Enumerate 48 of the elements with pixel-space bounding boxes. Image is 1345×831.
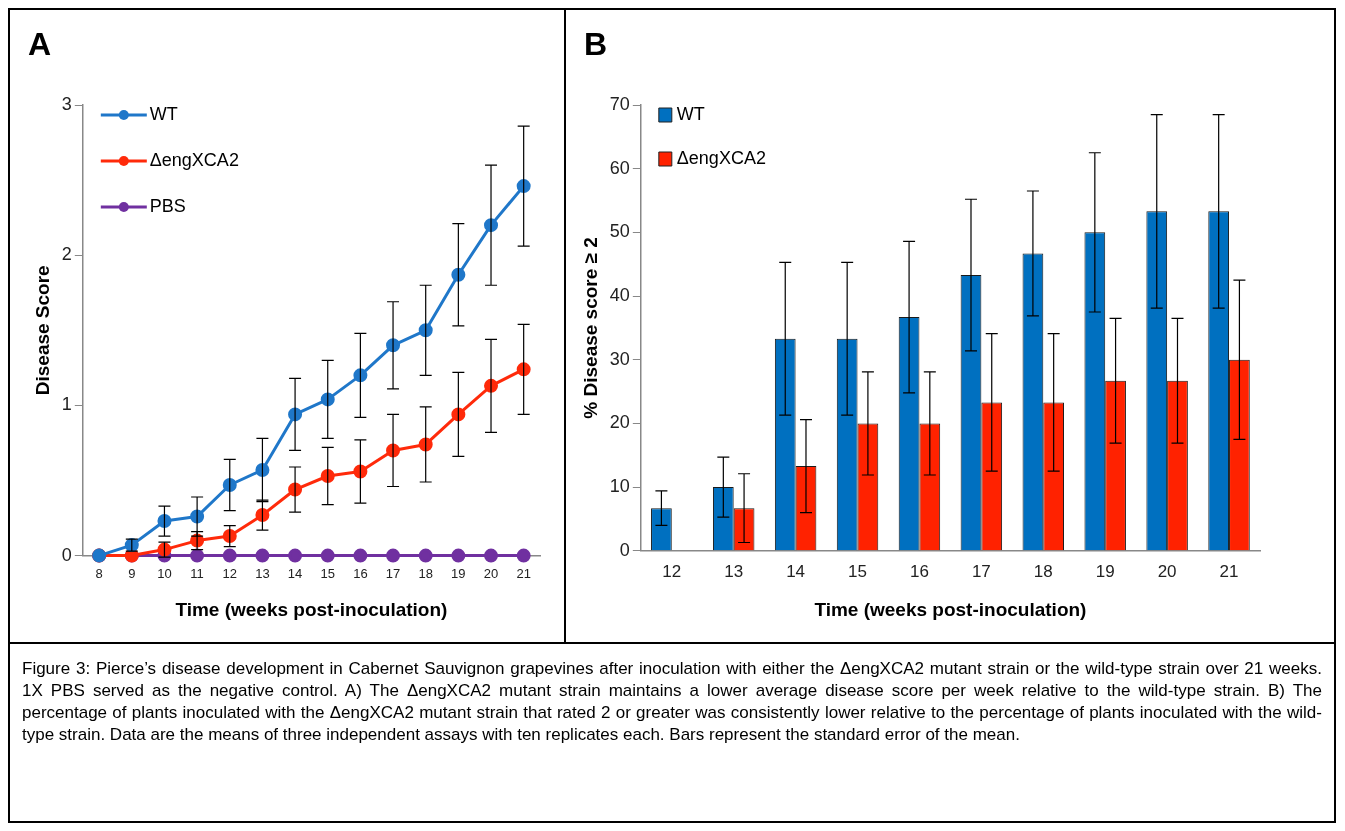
x-tick-label: 17: [971, 561, 991, 581]
y-tick-label: 40: [609, 285, 630, 306]
x-tick-label: 9: [128, 565, 136, 581]
y-tick-label: 60: [609, 157, 630, 178]
x-tick-label: 21: [516, 565, 531, 581]
x-tick-label: 20: [483, 565, 499, 581]
x-tick-label: 15: [848, 561, 867, 581]
y-tick-label: 0: [61, 544, 72, 565]
x-tick-label: 12: [222, 565, 237, 581]
y-axis-title: Disease Score: [31, 265, 53, 396]
y-tick-label: 10: [609, 476, 630, 497]
x-tick-label: 15: [320, 565, 335, 581]
x-tick-label: 21: [1219, 561, 1239, 581]
x-axis-title: Time (weeks post-inoculation): [175, 598, 448, 620]
caption: Figure 3: Pierce’s disease development in Cabernet Sauvignon grapevines after inoculation with either the ΔengXCA2 mutant strain or the wild-type strain over 21 weeks. 1X PBS served as the negative control. A) The ΔengXCA2 mutant strain maintains a lower average disease score per week relative to the wild-type strain. B) The percentage of plants inoculated with the ΔengXCA2 mutant strain that rated 2 or greater was consistently lower relative to the percentage of plants inoculated with the wild-type strain. Data are the means of three independent assays with ten replicates each. Bars represent the standard error of the mean.: [10, 642, 1334, 746]
x-tick-label: 19: [451, 565, 466, 581]
x-tick-label: 19: [1095, 561, 1115, 581]
y-tick-label: 3: [61, 93, 72, 114]
x-tick-label: 14: [786, 561, 806, 581]
x-tick-label: 11: [190, 565, 204, 581]
x-tick-label: 10: [157, 565, 172, 581]
x-tick-label: 18: [1033, 561, 1053, 581]
legend-label: ΔengXCA2: [676, 147, 766, 168]
x-tick-label: 18: [418, 565, 433, 581]
y-tick-label: 30: [609, 348, 630, 369]
x-tick-label: 8: [95, 565, 103, 581]
legend-label: WT: [676, 103, 705, 124]
x-tick-label: 16: [909, 561, 929, 581]
chart-title: A: [28, 26, 52, 63]
y-tick-label: 70: [609, 93, 630, 114]
x-tick-label: 12: [662, 561, 682, 581]
y-tick-label: 50: [609, 221, 630, 242]
x-tick-label: 16: [353, 565, 368, 581]
y-tick-label: 20: [609, 412, 630, 433]
x-axis-title: Time (weeks post-inoculation): [814, 598, 1087, 620]
x-tick-label: 13: [255, 565, 270, 581]
x-tick-label: 20: [1157, 561, 1177, 581]
y-tick-label: 0: [619, 539, 630, 560]
y-axis-title: % Disease score ≥ 2: [579, 237, 601, 419]
legend-label: WT: [149, 103, 178, 124]
y-tick-label: 2: [61, 244, 72, 265]
x-tick-label: 14: [287, 565, 303, 581]
legend-label: ΔengXCA2: [149, 149, 239, 170]
x-tick-label: 17: [385, 565, 401, 581]
y-tick-label: 1: [61, 394, 72, 415]
legend-label: PBS: [149, 195, 186, 216]
chart-title: B: [584, 26, 608, 63]
x-tick-label: 13: [724, 561, 744, 581]
